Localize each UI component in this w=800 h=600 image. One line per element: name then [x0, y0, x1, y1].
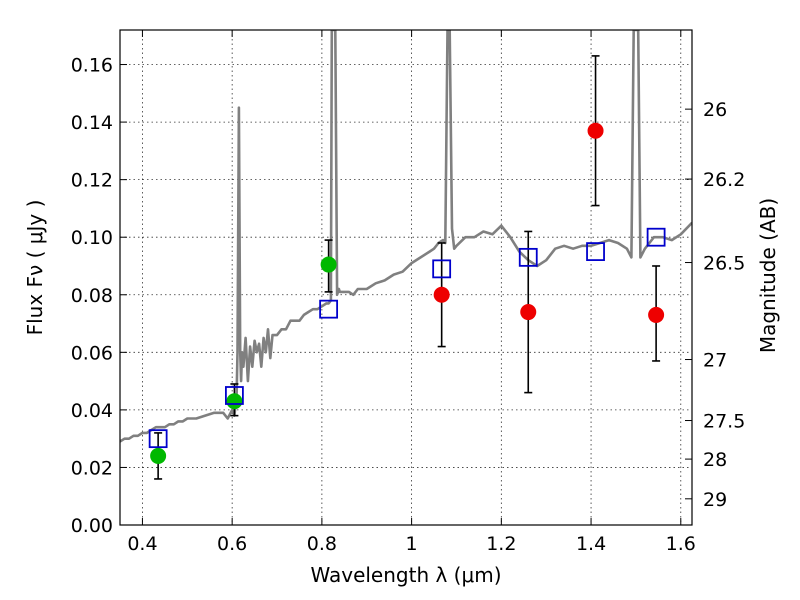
x-tick-label: 1.6 [666, 533, 696, 555]
x-tick-label: 0.6 [217, 533, 247, 555]
y-tick-label: 0.06 [71, 342, 113, 364]
y2-tick-label: 27 [703, 350, 727, 372]
grid-layer [120, 30, 692, 526]
y-tick-label: 0.14 [71, 112, 113, 134]
y2-tick-label: 29 [703, 489, 727, 511]
y-tick-label: 0.02 [71, 457, 113, 479]
photometry-point [520, 304, 537, 321]
photometry-point [587, 122, 604, 139]
plot-frame [119, 29, 693, 526]
y-tick-label: 0.04 [71, 400, 113, 422]
photometry-point [320, 256, 337, 273]
x-tick-label: 1 [406, 533, 418, 555]
y2-tick-label: 26 [703, 99, 727, 121]
model-flux-square [586, 242, 605, 261]
model-spectrum-line [120, 30, 692, 443]
y-tick-label: 0.16 [71, 55, 113, 77]
y-tick-label: 0.10 [71, 227, 113, 249]
y2-tick-label: 27.5 [703, 411, 745, 433]
points-layer [148, 55, 666, 480]
model-flux-square [319, 299, 339, 319]
y2-tick-label: 28 [703, 449, 727, 471]
x-tick-label: 1.4 [576, 533, 606, 555]
y-tick-label: 0.00 [71, 515, 113, 537]
y-tick-label: 0.12 [71, 170, 113, 192]
photometry-point [648, 306, 665, 323]
x-tick-label: 0.8 [307, 533, 337, 555]
y-axis-title: Flux Fν ( μJy ) [23, 200, 47, 336]
y-tick-label: 0.08 [71, 285, 113, 307]
x-tick-label: 1.2 [486, 533, 516, 555]
model-flux-square [224, 386, 244, 405]
model-flux-square [646, 227, 666, 247]
y2-tick-label: 26.5 [703, 253, 745, 275]
photometry-point [433, 286, 450, 303]
spectrum-layer [120, 30, 692, 443]
axes-layer: 0.4 0.6 0.8 1 1.2 1.4 1.6 0.00 0.02 0.04 0.06 0.08 0… [71, 30, 745, 555]
photometry-point [226, 393, 243, 410]
model-flux-square [432, 259, 452, 279]
x-tick-label: 0.4 [127, 533, 157, 555]
model-flux-square [518, 247, 538, 267]
photometry-point [150, 447, 167, 464]
model-flux-square [148, 429, 168, 449]
x-axis-title: Wavelength λ (μm) [310, 563, 501, 587]
y2-tick-label: 26.2 [703, 169, 745, 191]
y2-axis-title: Magnitude (AB) [756, 198, 780, 353]
